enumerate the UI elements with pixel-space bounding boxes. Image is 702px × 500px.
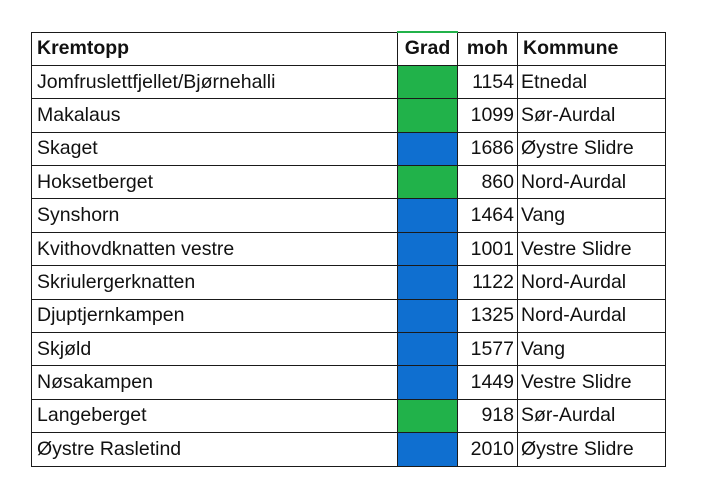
header-moh[interactable]: moh <box>457 31 518 66</box>
cell-kremtopp[interactable]: Hoksetberget <box>31 165 398 200</box>
cell-kommune[interactable]: Vang <box>517 198 666 233</box>
cell-kommune[interactable]: Sør-Aurdal <box>517 398 666 434</box>
table-row: Jomfruslettfjellet/Bjørnehalli 1154 Etneda… <box>31 64 666 100</box>
cell-grad-blue[interactable] <box>397 432 458 467</box>
table-row: Øystre Rasletind 2010 Øystre Slidre <box>31 432 666 467</box>
cell-grad-blue[interactable] <box>397 332 458 367</box>
cell-moh[interactable]: 1099 <box>457 98 518 133</box>
cell-kremtopp[interactable]: Djuptjernkampen <box>31 298 398 334</box>
cell-grad-blue[interactable] <box>397 231 458 267</box>
header-row: Kremtopp Grad moh Kommune <box>31 30 666 66</box>
cell-kommune[interactable]: Øystre Slidre <box>517 432 666 467</box>
cell-grad-blue[interactable] <box>397 265 458 300</box>
table-row: Skaget 1686 Øystre Slidre <box>31 131 666 167</box>
table-row: Hoksetberget 860 Nord-Aurdal <box>31 165 666 200</box>
cell-kremtopp[interactable]: Skriulergerknatten <box>31 265 398 300</box>
cell-kommune[interactable]: Sør-Aurdal <box>517 98 666 133</box>
table-row: Skjøld 1577 Vang <box>31 332 666 367</box>
cell-kremtopp[interactable]: Synshorn <box>31 198 398 233</box>
cell-kremtopp[interactable]: Langeberget <box>31 398 398 434</box>
table-body: Jomfruslettfjellet/Bjørnehalli 1154 Etneda… <box>31 64 666 467</box>
cell-kremtopp[interactable]: Skjøld <box>31 332 398 367</box>
table-row: Kvithovdknatten vestre 1001 Vestre Slidre <box>31 231 666 267</box>
cell-grad-green[interactable] <box>397 165 458 200</box>
cell-moh[interactable]: 1577 <box>457 332 518 367</box>
cell-moh[interactable]: 1325 <box>457 298 518 334</box>
spreadsheet-table-container: Kremtopp Grad moh Kommune Jomfruslettfje… <box>31 30 666 467</box>
cell-kommune[interactable]: Vestre Slidre <box>517 231 666 267</box>
cell-moh[interactable]: 860 <box>457 165 518 200</box>
table-row: Djuptjernkampen 1325 Nord-Aurdal <box>31 298 666 334</box>
header-kremtopp[interactable]: Kremtopp <box>31 31 398 66</box>
header-kommune[interactable]: Kommune <box>517 31 666 66</box>
table-row: Skriulergerknatten 1122 Nord-Aurdal <box>31 265 666 300</box>
cell-grad-blue[interactable] <box>397 298 458 334</box>
cell-kremtopp[interactable]: Makalaus <box>31 98 398 133</box>
cell-moh[interactable]: 1464 <box>457 198 518 233</box>
cell-grad-green[interactable] <box>397 64 458 100</box>
cell-grad-green[interactable] <box>397 398 458 434</box>
cell-kommune[interactable]: Nord-Aurdal <box>517 165 666 200</box>
cell-moh[interactable]: 1154 <box>457 64 518 100</box>
cell-moh[interactable]: 1686 <box>457 131 518 167</box>
header-grad[interactable]: Grad <box>397 30 458 66</box>
cell-moh[interactable]: 1001 <box>457 231 518 267</box>
cell-kommune[interactable]: Øystre Slidre <box>517 131 666 167</box>
cell-kommune[interactable]: Vang <box>517 332 666 367</box>
table-row: Synshorn 1464 Vang <box>31 198 666 233</box>
cell-kremtopp[interactable]: Skaget <box>31 131 398 167</box>
cell-moh[interactable]: 2010 <box>457 432 518 467</box>
kremtopp-table: Kremtopp Grad moh Kommune Jomfruslettfje… <box>31 30 666 467</box>
cell-kremtopp[interactable]: Nøsakampen <box>31 365 398 400</box>
table-row: Makalaus 1099 Sør-Aurdal <box>31 98 666 133</box>
cell-kommune[interactable]: Vestre Slidre <box>517 365 666 400</box>
cell-kommune[interactable]: Nord-Aurdal <box>517 298 666 334</box>
cell-grad-green[interactable] <box>397 98 458 133</box>
cell-kremtopp[interactable]: Øystre Rasletind <box>31 432 398 467</box>
cell-kommune[interactable]: Etnedal <box>517 64 666 100</box>
cell-kremtopp[interactable]: Kvithovdknatten vestre <box>31 231 398 267</box>
table-row: Langeberget 918 Sør-Aurdal <box>31 398 666 434</box>
cell-grad-blue[interactable] <box>397 198 458 233</box>
cell-grad-blue[interactable] <box>397 131 458 167</box>
cell-kommune[interactable]: Nord-Aurdal <box>517 265 666 300</box>
cell-kremtopp[interactable]: Jomfruslettfjellet/Bjørnehalli <box>31 64 398 100</box>
cell-grad-blue[interactable] <box>397 365 458 400</box>
cell-moh[interactable]: 918 <box>457 398 518 434</box>
table-row: Nøsakampen 1449 Vestre Slidre <box>31 365 666 400</box>
cell-moh[interactable]: 1122 <box>457 265 518 300</box>
cell-moh[interactable]: 1449 <box>457 365 518 400</box>
